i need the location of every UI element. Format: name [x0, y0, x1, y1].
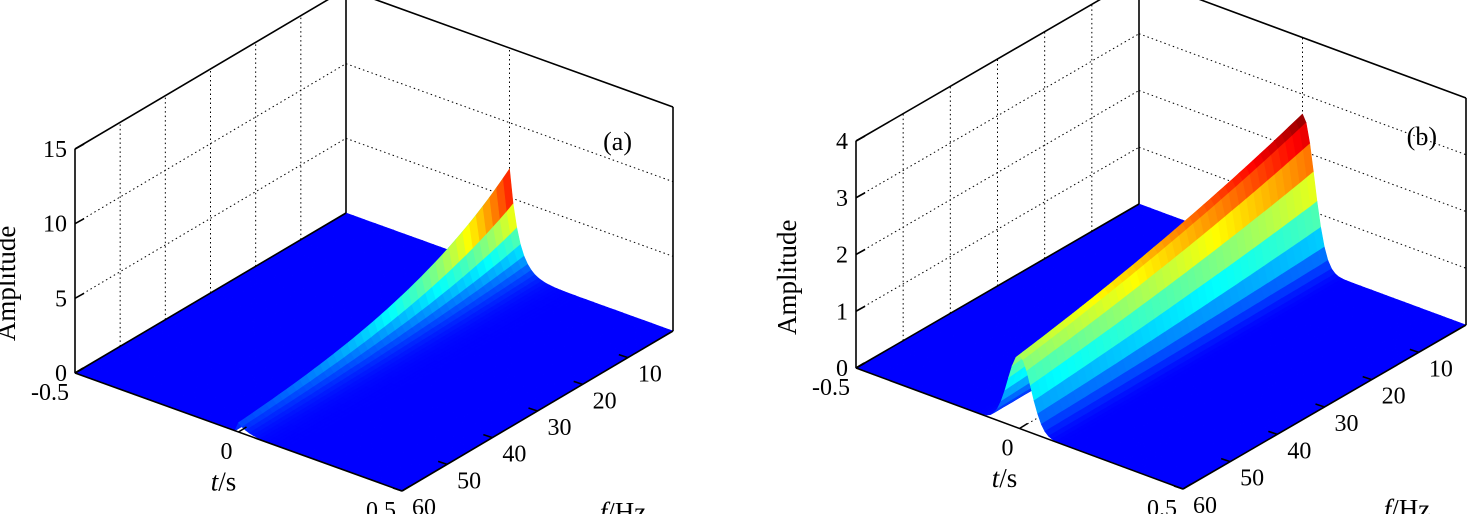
- panel-b-surface: [855, 113, 1467, 490]
- z-tick-label: 5: [55, 286, 67, 312]
- z-tick-mark: [74, 143, 85, 150]
- panel-a-ylabel: f/Hz: [600, 497, 647, 514]
- panel-a-label: (a): [603, 127, 632, 156]
- panel-a-ylabel-unit: /Hz: [607, 497, 646, 514]
- gridline: [74, 0, 329, 150]
- axis-edge: [74, 0, 329, 150]
- z-tick-label: 15: [43, 137, 67, 163]
- y-tick-label: 60: [412, 495, 436, 514]
- z-tick-mark: [74, 217, 85, 225]
- y-tick-label: 40: [502, 442, 526, 468]
- gridline: [74, 137, 347, 299]
- y-tick-label: 30: [548, 415, 572, 441]
- x-tick-label: -0.5: [31, 380, 69, 406]
- x-tick-label: 0: [221, 439, 233, 465]
- y-tick-label: 10: [638, 362, 662, 388]
- gridline: [855, 0, 1101, 142]
- panel-a-xlabel-unit: /s: [218, 466, 236, 496]
- z-tick-label: 10: [43, 212, 67, 238]
- panel-a-zlabel: Amplitude: [0, 226, 21, 342]
- y-tick-label: 50: [457, 468, 481, 494]
- x-tick-label: 0.5: [366, 498, 396, 514]
- y-tick-label: 20: [593, 388, 617, 414]
- z-tick-mark: [74, 292, 85, 300]
- panel-a-xlabel: t/s: [211, 466, 237, 496]
- panel-a-surface: [74, 167, 674, 492]
